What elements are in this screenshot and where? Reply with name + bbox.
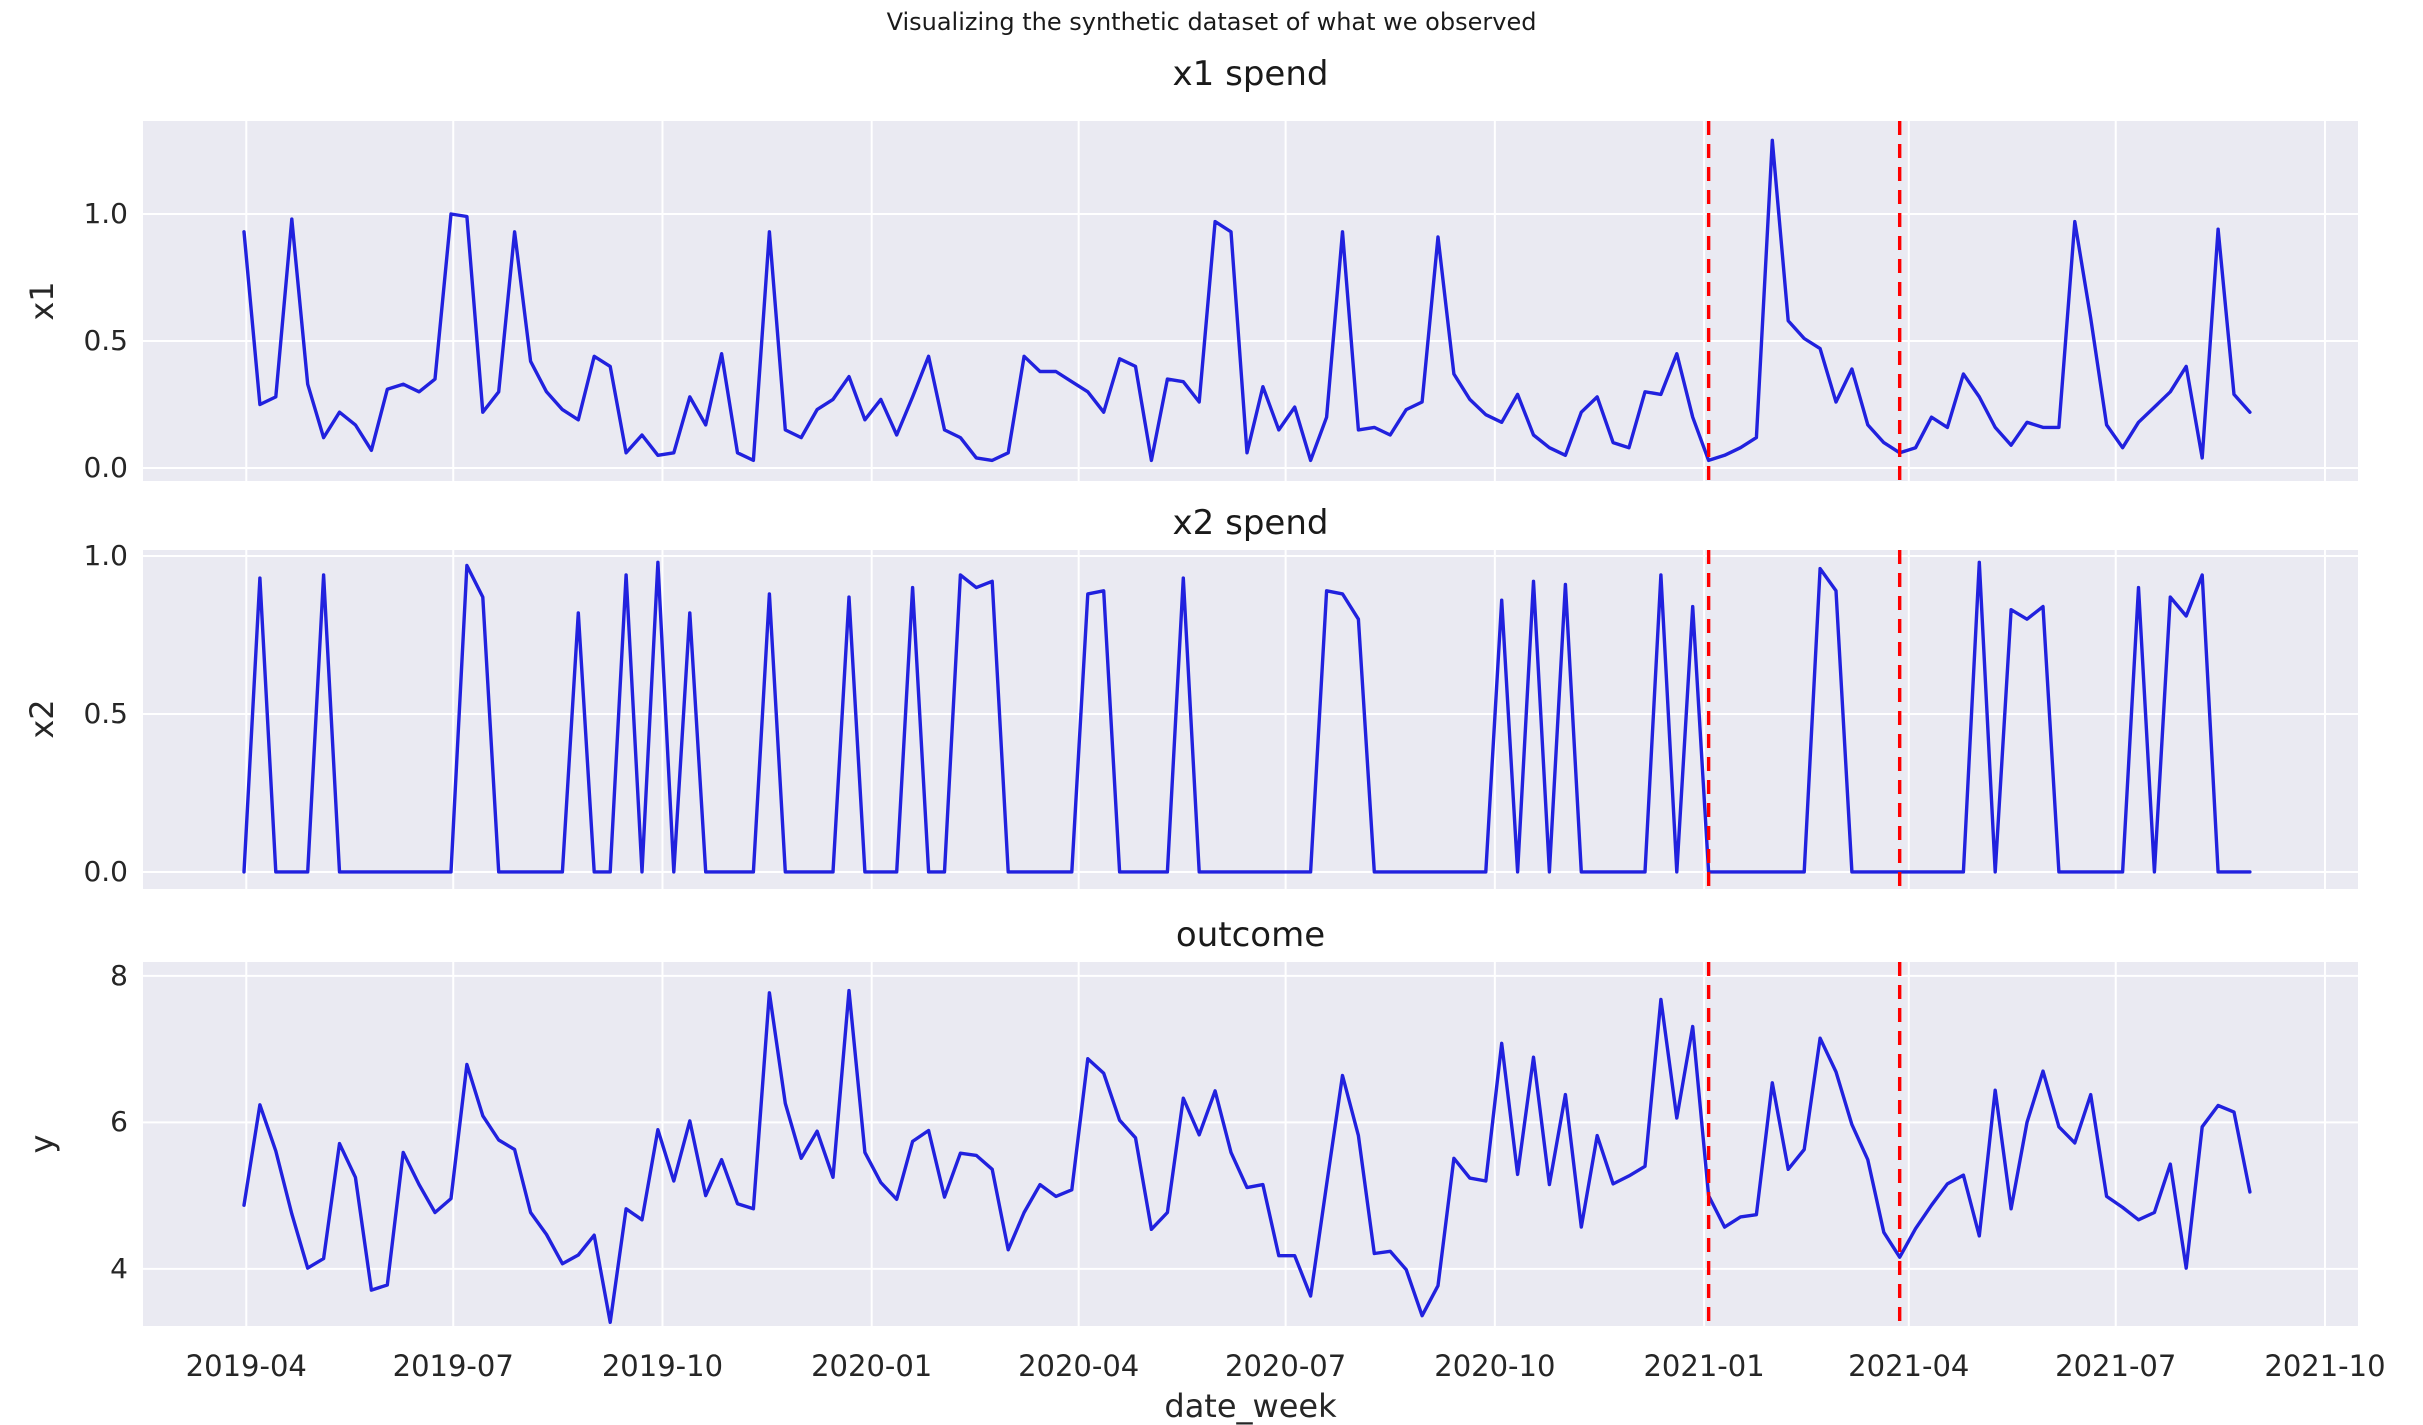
y-tick-label: 6	[110, 1105, 128, 1139]
x-tick-label: 2020-04	[1018, 1349, 1140, 1383]
panel1-plot-area	[143, 121, 2358, 481]
x-tick-label: 2019-07	[392, 1349, 514, 1383]
panel2-chart	[143, 550, 2358, 889]
x-axis-label: date_week	[1164, 1387, 1337, 1425]
panel1-chart	[143, 121, 2358, 481]
x-tick-label: 2021-04	[1848, 1349, 1970, 1383]
x-tick-label: 2020-07	[1225, 1349, 1347, 1383]
x-tick-label: 2020-10	[1434, 1349, 1556, 1383]
figure-suptitle: Visualizing the synthetic dataset of wha…	[886, 8, 1537, 36]
panel2-title: x2 spend	[1172, 503, 1329, 543]
y-tick-label: 0.5	[83, 696, 128, 730]
x-tick-label: 2021-10	[2264, 1349, 2386, 1383]
x-tick-label: 2019-04	[185, 1349, 307, 1383]
panel2-plot-area	[143, 550, 2358, 889]
y-tick-label: 1.0	[83, 539, 128, 572]
y-tick-label: 4	[110, 1251, 128, 1285]
data-line-y	[242, 988, 2252, 1324]
panel3-title: outcome	[1175, 915, 1326, 955]
panel3-yaxis-label: y	[23, 1134, 61, 1154]
x-tick-label: 2021-07	[2055, 1349, 2177, 1383]
panel3-plot-area	[143, 962, 2358, 1326]
y-tick-label: 0.0	[83, 451, 128, 485]
y-tick-label: 0.5	[83, 324, 128, 357]
panel3-chart	[143, 962, 2358, 1326]
y-tick-label: 8	[110, 958, 128, 992]
y-tick-label: 0.0	[83, 854, 128, 888]
x-tick-label: 2021-01	[1643, 1349, 1765, 1383]
panel1-title: x1 spend	[1172, 54, 1329, 94]
data-line-x2	[242, 560, 2252, 874]
x-tick-label: 2019-10	[601, 1349, 724, 1383]
y-tick-label: 1.0	[83, 196, 128, 230]
data-line-x1	[242, 138, 2252, 463]
x-tick-label: 2020-01	[811, 1349, 933, 1383]
